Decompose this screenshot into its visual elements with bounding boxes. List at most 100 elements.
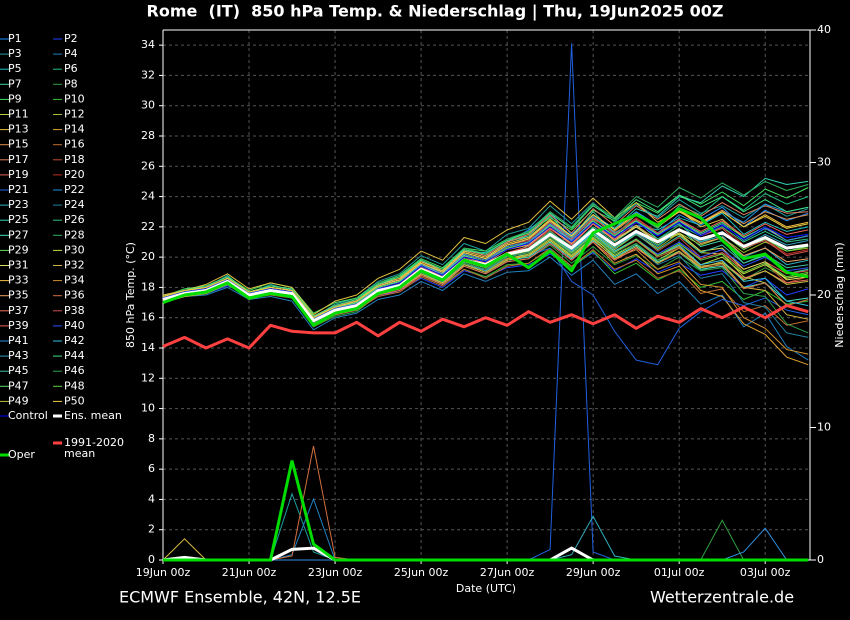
y-tick-label: 0 <box>148 553 155 566</box>
y-tick-label: 20 <box>141 250 155 263</box>
legend-label: P1 <box>8 32 22 45</box>
legend-label: P15 <box>8 138 29 151</box>
legend-label: P45 <box>8 364 29 377</box>
legend-label: P26 <box>64 213 85 226</box>
legend-label: P41 <box>8 334 29 347</box>
legend-label: P3 <box>8 47 22 60</box>
legend-label: P30 <box>64 243 85 256</box>
legend-label: P46 <box>64 364 85 377</box>
legend-label: P11 <box>8 108 29 121</box>
x-tick-label: 19Jun 00z <box>136 566 191 579</box>
legend-label: P42 <box>64 334 85 347</box>
temp-line <box>162 221 809 320</box>
legend-label: P50 <box>64 394 85 407</box>
y-tick-label: 22 <box>141 220 155 233</box>
legend-label: P24 <box>64 198 85 211</box>
x-tick-label: 29Jun 00z <box>566 566 621 579</box>
legend-label: P7 <box>8 77 22 90</box>
legend-label: Oper <box>8 448 35 461</box>
y2-axis-label: Niederschlag (mm) <box>833 242 846 347</box>
legend-label: P32 <box>64 259 85 272</box>
legend-label: P25 <box>8 213 29 226</box>
legend-label: P36 <box>64 289 85 302</box>
chart-title: Rome (IT) 850 hPa Temp. & Niederschlag |… <box>147 2 724 22</box>
legend-label: P43 <box>8 349 29 362</box>
legend-label: P20 <box>64 168 85 181</box>
legend-label: P13 <box>8 123 29 136</box>
legend-label: P35 <box>8 289 29 302</box>
temp-line <box>162 211 809 319</box>
legend-label: P40 <box>64 319 85 332</box>
legend-label: P6 <box>64 62 78 75</box>
source: ECMWF Ensemble, 42N, 12.5E <box>119 588 361 607</box>
legend-label: P4 <box>64 47 78 60</box>
legend-label: P21 <box>8 183 29 196</box>
legend-label: P37 <box>8 304 29 317</box>
temp-line <box>162 207 809 327</box>
x-tick-label: 27Jun 00z <box>480 566 535 579</box>
x-tick-label: 25Jun 00z <box>394 566 449 579</box>
temp-line <box>162 304 809 350</box>
y2-tick-label: 30 <box>817 156 831 169</box>
y-tick-label: 6 <box>148 462 155 475</box>
legend-label: P27 <box>8 228 29 241</box>
legend-label: P9 <box>8 92 22 105</box>
y2-tick-label: 20 <box>817 288 831 301</box>
credit: Wetterzentrale.de <box>650 588 794 607</box>
legend-label: Control <box>8 409 48 422</box>
y-tick-label: 8 <box>148 432 155 445</box>
legend-label: P19 <box>8 168 29 181</box>
legend-label: P48 <box>64 379 85 392</box>
legend-label: P14 <box>64 123 85 136</box>
legend-label: P39 <box>8 319 29 332</box>
x-tick-label: 21Jun 00z <box>222 566 277 579</box>
legend-label: P12 <box>64 108 85 121</box>
legend-label: P47 <box>8 379 29 392</box>
x-tick-label: 03Jul 00z <box>740 566 791 579</box>
legend-label: P38 <box>64 304 85 317</box>
y-tick-label: 4 <box>148 492 155 505</box>
legend-label: P31 <box>8 259 29 272</box>
temp-line <box>162 256 809 361</box>
legend-label: P29 <box>8 243 29 256</box>
legend-label: 1991-2020 mean <box>64 436 127 460</box>
x-axis-label: Date (UTC) <box>456 582 516 595</box>
x-tick-label: 01Jul 00z <box>654 566 705 579</box>
legend-label: P33 <box>8 274 29 287</box>
legend-label: P23 <box>8 198 29 211</box>
legend-label: P22 <box>64 183 85 196</box>
y-tick-label: 28 <box>141 129 155 142</box>
temp-line <box>162 197 809 316</box>
y-tick-label: 16 <box>141 311 155 324</box>
y-tick-label: 12 <box>141 371 155 384</box>
legend-label: Ens. mean <box>64 409 122 422</box>
y2-tick-label: 0 <box>817 553 824 566</box>
y-tick-label: 34 <box>141 38 155 51</box>
legend-label: P8 <box>64 77 78 90</box>
y-axis-label: 850 hPa Temp. (°C) <box>124 242 137 348</box>
y-tick-label: 10 <box>141 402 155 415</box>
y2-tick-label: 10 <box>817 421 831 434</box>
legend-label: P34 <box>64 274 85 287</box>
y-tick-label: 24 <box>141 190 155 203</box>
legend-label: P44 <box>64 349 85 362</box>
y2-tick-label: 40 <box>817 23 831 36</box>
legend-label: P16 <box>64 138 85 151</box>
y-tick-label: 32 <box>141 68 155 81</box>
legend-label: P2 <box>64 32 78 45</box>
y-tick-label: 26 <box>141 159 155 172</box>
legend-label: P49 <box>8 394 29 407</box>
legend-label: P17 <box>8 153 29 166</box>
legend-label: P18 <box>64 153 85 166</box>
x-tick-label: 23Jun 00z <box>308 566 363 579</box>
y-tick-label: 18 <box>141 280 155 293</box>
y-tick-label: 2 <box>148 523 155 536</box>
precip-line <box>163 460 809 562</box>
y-tick-label: 30 <box>141 99 155 112</box>
temp-line <box>162 194 809 317</box>
y-tick-label: 14 <box>141 341 155 354</box>
legend-label: P28 <box>64 228 85 241</box>
legend-label: P5 <box>8 62 22 75</box>
